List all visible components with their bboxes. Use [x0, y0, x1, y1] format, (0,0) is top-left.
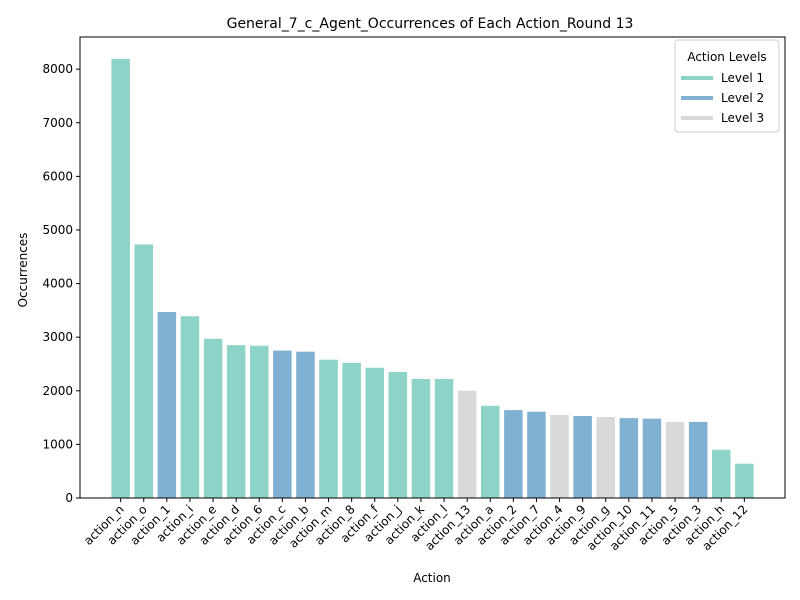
x-axis-label: Action: [413, 571, 451, 585]
bar-action_9: [573, 415, 592, 498]
plot-frame: [79, 36, 786, 499]
legend-title: Action Levels: [687, 50, 766, 64]
bar-action_f: [365, 367, 384, 498]
y-tick-label-7000: 7000: [42, 116, 73, 130]
bar-action_i: [180, 316, 200, 498]
bar-action_11: [642, 418, 662, 498]
bar-action_h: [712, 449, 731, 498]
bar-action_3: [688, 421, 708, 498]
y-tick-label-6000: 6000: [42, 169, 73, 183]
legend-label-level-3: Level 3: [721, 111, 764, 125]
bar-action_7: [527, 411, 546, 498]
bar-action_6: [250, 345, 269, 498]
bar-action_l: [434, 378, 454, 498]
y-tick-label-1000: 1000: [42, 437, 73, 451]
bar-action_d: [226, 345, 246, 498]
bars-group: [111, 58, 754, 498]
legend-box: [674, 39, 780, 133]
bar-action_2: [504, 410, 523, 498]
legend-label-level-2: Level 2: [721, 91, 764, 105]
y-tick-label-8000: 8000: [42, 62, 73, 76]
y-tick-label-2000: 2000: [42, 384, 73, 398]
bar-action_j: [388, 372, 408, 498]
bar-action_c: [273, 350, 292, 498]
bar-action_g: [596, 417, 615, 498]
y-axis-label: Occurrences: [16, 233, 30, 308]
bar-action_8: [342, 362, 361, 498]
chart-title: General_7_c_Agent_Occurrences of Each Ac…: [227, 16, 634, 32]
y-tick-label-0: 0: [65, 491, 73, 505]
bar-action_m: [319, 359, 338, 498]
y-tick-label-5000: 5000: [42, 223, 73, 237]
bar-action_1: [157, 311, 177, 498]
bar-action_5: [665, 421, 685, 498]
legend: Action Levels Level 1 Level 2 Level 3: [674, 39, 780, 133]
y-tick-label-4000: 4000: [42, 277, 73, 291]
bar-action_n: [111, 58, 130, 498]
bar-action_o: [134, 244, 153, 498]
bar-action_13: [457, 390, 477, 498]
x-axis: action_naction_oaction_1action_iaction_e…: [81, 498, 750, 553]
bar-action_10: [619, 418, 639, 498]
bar-action_12: [735, 463, 754, 498]
y-axis: 0 1000 2000 3000 4000 5000 6000 7000 8000: [42, 62, 80, 505]
y-tick-label-3000: 3000: [42, 330, 73, 344]
bar-action_a: [481, 405, 500, 498]
bar-action_4: [550, 414, 569, 498]
legend-label-level-1: Level 1: [721, 71, 764, 85]
legend-items: Level 1 Level 2 Level 3: [681, 71, 764, 125]
bar-action_k: [411, 378, 431, 498]
bar-action_e: [203, 338, 223, 498]
bar-action_b: [296, 351, 315, 498]
